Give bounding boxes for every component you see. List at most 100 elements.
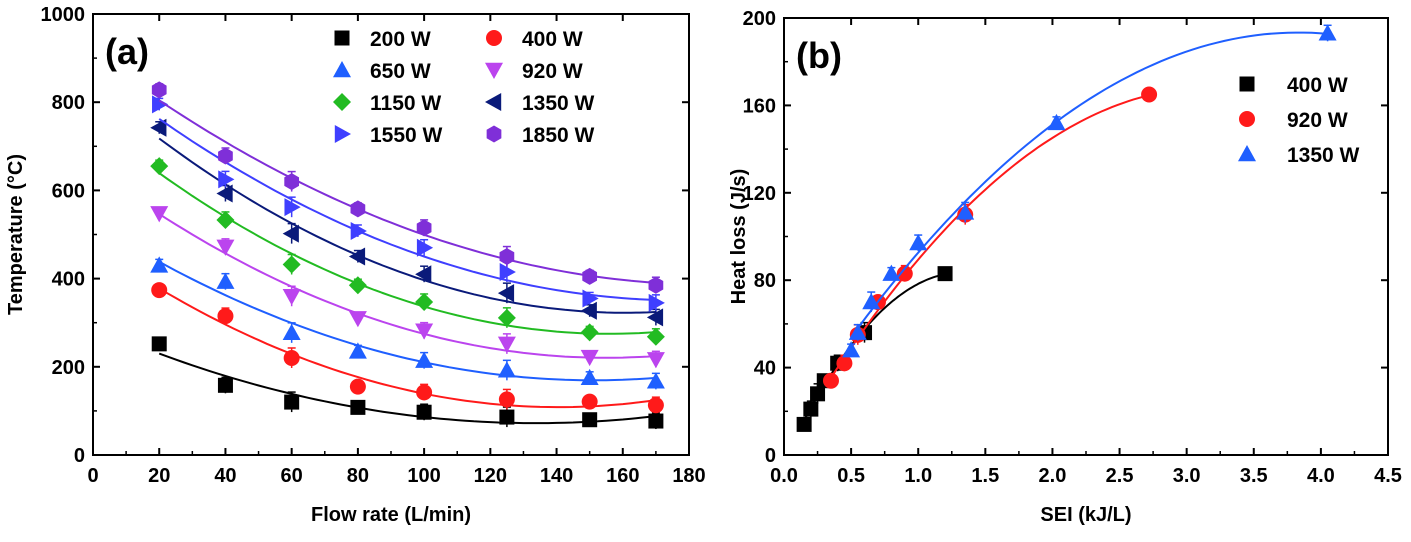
- data-point: [497, 361, 516, 378]
- data-point: [216, 210, 235, 229]
- x-tick-label: 140: [540, 465, 573, 487]
- data-point: [580, 368, 599, 386]
- data-point: [909, 234, 928, 251]
- y-tick-label: 160: [743, 95, 776, 117]
- data-point: [150, 256, 169, 273]
- data-point: [582, 289, 599, 308]
- fit-line-1350-w: [158, 137, 656, 314]
- data-point: [216, 272, 235, 289]
- legend-marker: [485, 62, 503, 79]
- data-point: [648, 413, 664, 429]
- data-point: [350, 200, 366, 218]
- fit-line-1350-w: [850, 31, 1328, 338]
- x-tick-label: 4.0: [1307, 465, 1335, 487]
- data-point: [1141, 86, 1158, 103]
- data-point: [350, 399, 366, 415]
- x-tick-label: 2.0: [1039, 465, 1067, 487]
- data-point: [836, 355, 853, 372]
- legend-marker: [333, 61, 351, 78]
- data-point: [842, 341, 861, 358]
- fit-line-1550-w: [158, 118, 656, 301]
- data-point: [822, 372, 839, 389]
- data-point: [150, 157, 169, 176]
- x-tick-label: 100: [407, 465, 440, 487]
- data-point: [348, 342, 367, 359]
- y-axis-label: Heat loss (J/s): [728, 169, 750, 305]
- y-tick-label: 0: [765, 445, 776, 467]
- chart-b: 0.0 0.5 1.0 1.5 2.0 2.5 3.0 3.5 4.0 4.5 0 40 80 120 16…: [728, 8, 1402, 526]
- x-tick-label: 80: [347, 465, 369, 487]
- data-point: [348, 247, 366, 266]
- data-point: [415, 323, 434, 340]
- data-point: [1047, 113, 1066, 131]
- data-point: [282, 255, 301, 274]
- legend-label: 920 W: [1287, 109, 1348, 132]
- fit-line-650-w: [158, 260, 656, 382]
- x-tick-label: 3.0: [1173, 465, 1201, 487]
- fit-line-200-w: [158, 352, 657, 425]
- y-tick-label: 1000: [41, 4, 86, 26]
- data-point: [349, 378, 366, 395]
- data-point: [862, 293, 881, 310]
- data-point: [284, 394, 300, 410]
- data-point: [937, 266, 953, 282]
- x-tick-label: 180: [672, 465, 705, 487]
- data-point: [216, 239, 235, 256]
- data-point: [848, 323, 867, 340]
- legend-label: 1850 W: [522, 124, 595, 147]
- data-point: [497, 284, 515, 303]
- legend-label: 200 W: [370, 28, 431, 51]
- data-point: [152, 95, 169, 114]
- panel-label: (b): [796, 35, 842, 76]
- data-point: [647, 397, 664, 414]
- data-point: [648, 276, 664, 294]
- data-point: [580, 323, 599, 342]
- y-tick-label: 200: [743, 8, 776, 30]
- legend-label: 1150 W: [370, 92, 441, 115]
- data-point: [284, 198, 301, 217]
- data-point: [217, 308, 234, 325]
- data-point: [218, 170, 235, 189]
- data-point: [582, 412, 598, 428]
- data-point: [648, 293, 665, 312]
- data-point: [348, 311, 367, 328]
- data-point: [810, 386, 826, 402]
- fit-line-920-w: [830, 94, 1150, 379]
- chart-a: 0 20 40 60 80 100 120 140 160 180 0 200 400 600 800 100…: [5, 4, 706, 526]
- legend-label: 650 W: [370, 60, 431, 83]
- data-point: [218, 147, 233, 165]
- x-tick-label: 160: [606, 465, 639, 487]
- data-point: [416, 404, 432, 420]
- data-point: [151, 336, 167, 352]
- fit-line-1150-w: [158, 172, 656, 335]
- x-tick-label: 60: [281, 465, 303, 487]
- x-tick-label: 1.0: [904, 465, 932, 487]
- data-point: [350, 221, 367, 240]
- legend-label: 1350 W: [1287, 144, 1360, 167]
- data-point: [499, 409, 515, 425]
- data-point: [497, 308, 516, 327]
- x-tick-label: 0.5: [837, 465, 865, 487]
- y-tick-label: 0: [74, 445, 85, 467]
- legend-marker: [1239, 111, 1255, 127]
- data-point: [150, 206, 169, 223]
- y-tick-label: 80: [754, 270, 776, 292]
- data-point: [282, 323, 301, 341]
- y-tick-label: 400: [52, 269, 85, 291]
- data-point: [497, 336, 516, 353]
- fit-line-920-w: [158, 213, 656, 359]
- data-point: [348, 276, 367, 295]
- legend-marker: [486, 125, 502, 143]
- x-tick-label: 0.0: [770, 465, 798, 487]
- x-tick-label: 20: [148, 465, 170, 487]
- y-tick-label: 800: [52, 92, 85, 114]
- data-point: [217, 377, 233, 393]
- data-point: [1318, 24, 1337, 41]
- data-point: [415, 265, 432, 284]
- y-tick-label: 200: [52, 357, 85, 379]
- legend-label: 1550 W: [370, 124, 443, 147]
- legend-marker: [333, 93, 351, 111]
- data-point: [415, 292, 434, 311]
- x-axis-label: Flow rate (L/min): [311, 504, 471, 526]
